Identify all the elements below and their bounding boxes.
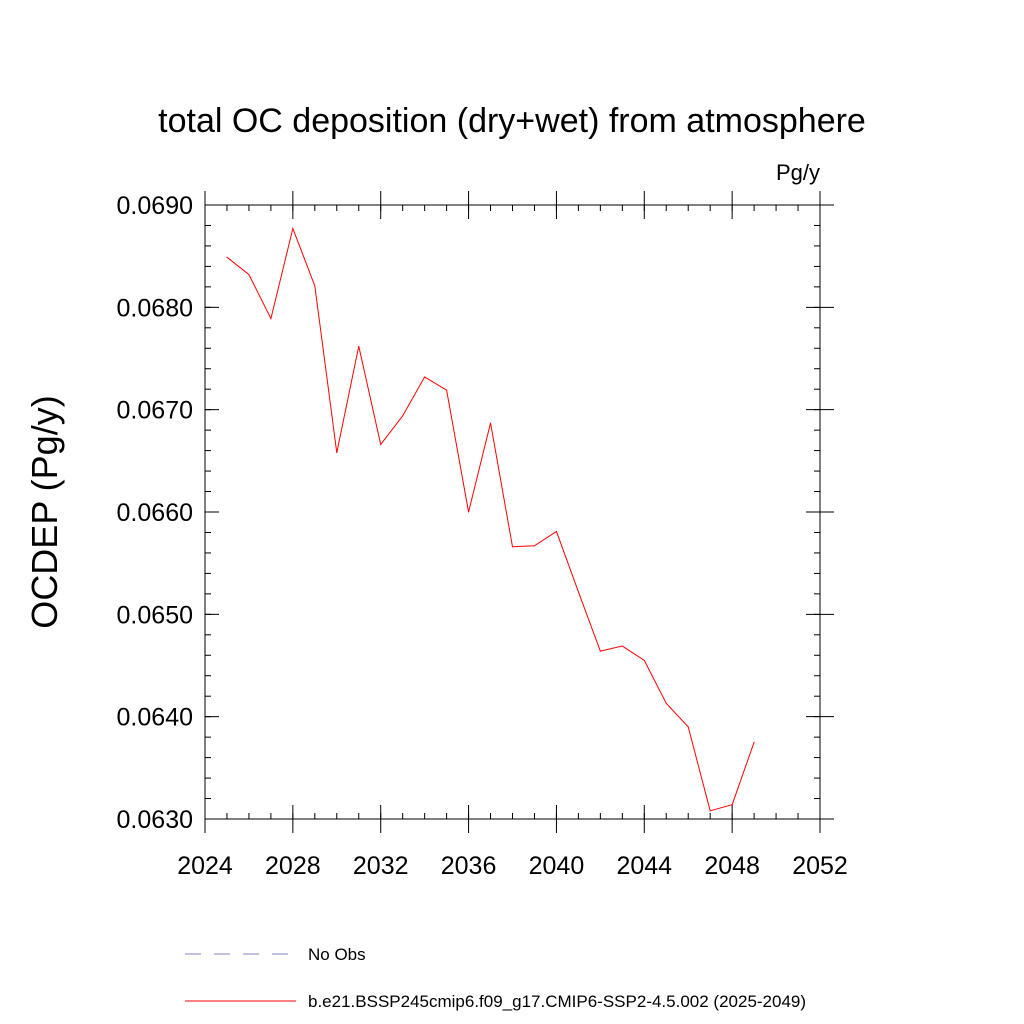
data-point: [753, 741, 755, 743]
x-tick-label: 2036: [441, 852, 497, 880]
data-point: [599, 650, 601, 652]
data-point: [292, 228, 294, 230]
data-point: [665, 702, 667, 704]
y-tick-label: 0.0660: [117, 499, 193, 527]
x-tick-label: 2028: [265, 852, 321, 880]
x-tick-label: 2052: [792, 852, 848, 880]
data-point: [643, 659, 645, 661]
data-point: [446, 389, 448, 391]
tick-labels: 2024 2028 2032 2036 2040 2044 2048 2052 0.0630 0.…: [117, 192, 848, 880]
data-point: [555, 530, 557, 532]
x-tick-label: 2040: [529, 852, 585, 880]
y-tick-label: 0.0680: [117, 294, 193, 322]
data-point: [270, 318, 272, 320]
data-point: [709, 810, 711, 812]
data-point: [402, 415, 404, 417]
y-tick-label: 0.0690: [117, 192, 193, 220]
y-tick-label: 0.0650: [117, 601, 193, 629]
data-point: [380, 443, 382, 445]
data-point: [468, 511, 470, 513]
data-point: [336, 452, 338, 454]
y-tick-label: 0.0670: [117, 397, 193, 425]
data-point: [577, 591, 579, 593]
y-tick-label: 0.0640: [117, 704, 193, 732]
data-point: [248, 274, 250, 276]
legend-label: b.e21.BSSP245cmip6.f09_g17.CMIP6-SSP2-4.…: [308, 992, 806, 1011]
x-tick-label: 2044: [616, 852, 672, 880]
data-point: [424, 376, 426, 378]
data-point: [621, 645, 623, 647]
data-point: [358, 345, 360, 347]
data-point: [731, 804, 733, 806]
legend-label: No Obs: [308, 945, 366, 964]
data-point: [512, 546, 513, 548]
chart-title: total OC deposition (dry+wet) from atmos…: [158, 102, 866, 140]
axis-ticks: [204, 191, 834, 833]
data-point: [533, 545, 535, 547]
x-tick-label: 2048: [704, 852, 760, 880]
data-point: [314, 285, 316, 287]
x-tick-label: 2032: [353, 852, 409, 880]
data-point: [687, 726, 689, 728]
units-label: Pg/y: [776, 160, 820, 185]
plot-frame: [204, 204, 821, 820]
x-tick-label: 2024: [177, 852, 233, 880]
y-axis-label: OCDEP (Pg/y): [24, 395, 65, 628]
data-point: [226, 256, 228, 258]
legend: No Obs b.e21.BSSP245cmip6.f09_g17.CMIP6-S…: [185, 945, 806, 1011]
y-tick-label: 0.0630: [117, 806, 193, 834]
data-point: [490, 422, 492, 424]
series-lines: [226, 226, 755, 812]
series-line: [226, 226, 755, 812]
